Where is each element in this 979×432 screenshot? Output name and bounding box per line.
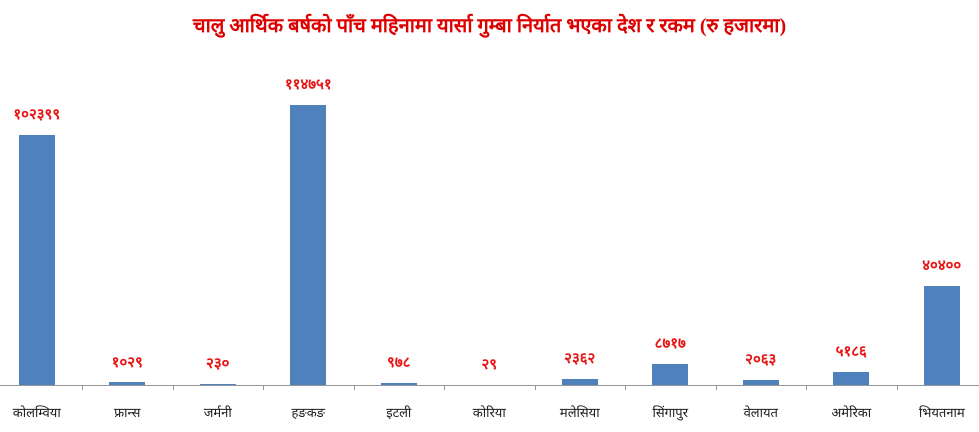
x-axis-tick-5 <box>444 386 445 390</box>
x-axis-tick-1 <box>82 386 83 390</box>
value-label-2: २३० <box>206 354 230 373</box>
bar-6 <box>561 379 598 385</box>
chart-title: चालु आर्थिक बर्षको पाँच महिनामा यार्सा ग… <box>192 15 787 37</box>
value-label-10: ४०४०० <box>922 256 962 275</box>
x-axis-tick-4 <box>353 386 355 390</box>
value-label-0: १०२३९९ <box>13 105 61 123</box>
x-axis-tick-2 <box>172 386 174 390</box>
x-axis-tick-7 <box>625 386 626 390</box>
bar-9 <box>833 372 870 385</box>
category-label-5: कोरिया <box>472 406 506 421</box>
category-label-4: इटली <box>386 406 412 421</box>
category-label-10: भियतनाम <box>918 406 965 421</box>
value-label-1: १०२९ <box>111 352 143 371</box>
bar-0 <box>18 135 55 385</box>
value-label-3: ११४७५१ <box>284 74 332 93</box>
bar-8 <box>742 379 779 385</box>
category-label-1: फ्रान्स <box>114 406 141 421</box>
bar-2 <box>199 384 236 385</box>
x-axis-tick-8 <box>715 386 717 390</box>
bar-3 <box>290 104 327 385</box>
category-label-0: कोलम्विया <box>12 406 61 421</box>
value-label-5: २९ <box>481 354 498 373</box>
value-label-9: ५१८६ <box>835 342 867 361</box>
bar-10 <box>923 286 960 385</box>
category-label-8: वेलायत <box>743 406 778 421</box>
x-axis-tick-6 <box>534 386 536 390</box>
category-label-9: अमेरिका <box>831 406 872 421</box>
category-label-3: हङकङ <box>291 406 325 421</box>
value-label-4: ९७८ <box>387 352 411 371</box>
bar-7 <box>652 363 689 385</box>
category-label-6: मलेसिया <box>559 406 600 421</box>
x-axis-tick-9 <box>806 386 807 390</box>
value-label-7: ८७१७ <box>654 333 686 352</box>
value-label-8: २०६३ <box>745 349 777 368</box>
category-label-7: सिंगापुर <box>652 406 689 421</box>
value-label-6: २३६२ <box>564 349 596 368</box>
x-axis-tick-10 <box>896 386 898 390</box>
category-label-2: जर्मनी <box>203 406 232 421</box>
x-axis-tick-3 <box>263 386 264 390</box>
x-axis-line <box>0 385 979 386</box>
bar-4 <box>380 382 417 385</box>
bar-1 <box>109 382 146 385</box>
